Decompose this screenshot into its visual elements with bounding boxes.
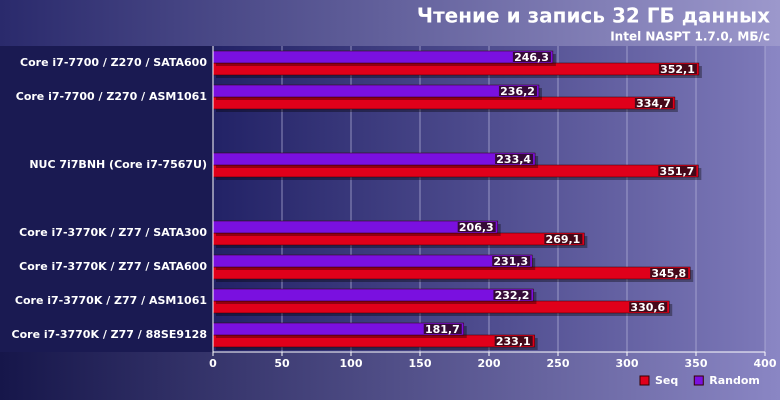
value-label-box [658, 64, 697, 74]
value-label: 330,6 [630, 301, 665, 314]
x-tick-label: 0 [209, 357, 217, 370]
bar [212, 254, 533, 268]
value-label-box [512, 52, 551, 62]
value-label-box [492, 256, 531, 266]
x-tick-label: 100 [340, 357, 363, 370]
y-tick-label: Core i7-3770K / Z77 / SATA300 [19, 226, 207, 239]
legend-swatch [639, 375, 650, 386]
x-tick-label: 350 [685, 357, 708, 370]
chart-subtitle: Intel NASPT 1.7.0, МБ/с [610, 30, 770, 44]
value-label: 231,3 [493, 255, 528, 268]
value-label-box [423, 324, 462, 334]
legend-label: Seq [655, 374, 678, 387]
y-tick-label: Core i7-3770K / Z77 / ASM1061 [15, 294, 207, 307]
value-label-box [629, 302, 668, 312]
value-label-box [634, 98, 673, 108]
value-label-box [494, 336, 533, 346]
value-label-box [498, 86, 537, 96]
value-label: 236,2 [500, 85, 535, 98]
value-label: 351,7 [660, 165, 695, 178]
x-tick-label: 200 [478, 357, 501, 370]
y-tick-label: Core i7-3770K / Z77 / 88SE9128 [12, 328, 207, 341]
value-label: 233,1 [496, 335, 531, 348]
value-label: 246,3 [514, 51, 549, 64]
value-label: 352,1 [660, 63, 695, 76]
legend-swatch [693, 375, 704, 386]
value-label: 269,1 [546, 233, 581, 246]
value-label-box [457, 222, 496, 232]
bar [212, 152, 536, 166]
x-tick-label: 400 [754, 357, 777, 370]
x-tick-label: 300 [616, 357, 639, 370]
value-label: 334,7 [636, 97, 671, 110]
value-label: 232,2 [495, 289, 530, 302]
bar [212, 84, 540, 98]
y-tick-label: Core i7-7700 / Z270 / ASM1061 [16, 90, 207, 103]
value-label: 345,8 [651, 267, 686, 280]
y-tick-label: Core i7-7700 / Z270 / SATA600 [20, 56, 207, 69]
bar [212, 288, 534, 302]
value-label-box [495, 154, 534, 164]
value-label-box [650, 268, 689, 278]
x-tick-label: 150 [409, 357, 432, 370]
bar [212, 220, 498, 234]
value-label: 206,3 [459, 221, 494, 234]
value-label-box [493, 290, 532, 300]
header [0, 0, 780, 46]
y-tick-label: NUC 7i7BNH (Core i7-7567U) [29, 158, 207, 171]
label-panel [0, 46, 213, 352]
x-tick-label: 50 [274, 357, 290, 370]
bar [212, 50, 554, 64]
y-tick-label: Core i7-3770K / Z77 / SATA600 [19, 260, 207, 273]
value-label: 181,7 [425, 323, 460, 336]
value-label-box [658, 166, 697, 176]
legend-label: Random [709, 374, 760, 387]
value-label-box [544, 234, 583, 244]
value-label: 233,4 [496, 153, 531, 166]
chart-title: Чтение и запись 32 ГБ данных [417, 4, 770, 28]
x-tick-label: 250 [547, 357, 570, 370]
